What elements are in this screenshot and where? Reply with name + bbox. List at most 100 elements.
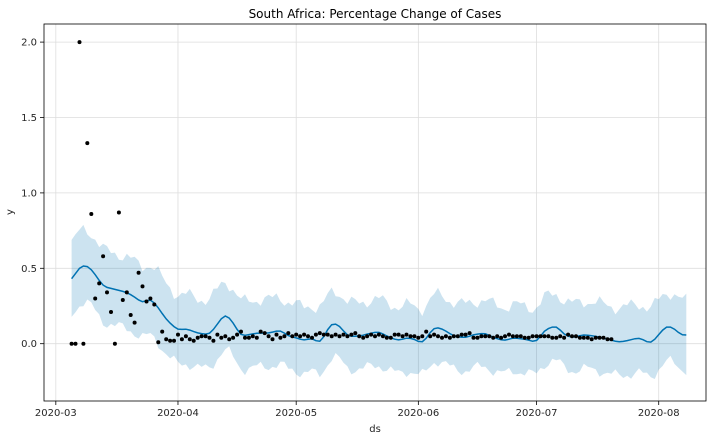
data-point (313, 332, 318, 337)
data-point (483, 334, 488, 339)
data-point (361, 335, 366, 340)
data-point (408, 334, 413, 339)
data-point (420, 334, 425, 339)
data-point (97, 281, 102, 286)
data-point (179, 337, 184, 342)
data-point (132, 320, 137, 325)
data-point (562, 335, 567, 340)
data-point (329, 334, 334, 339)
data-point (542, 334, 547, 339)
data-point (282, 334, 287, 339)
data-point (404, 332, 409, 337)
data-point (392, 332, 397, 337)
y-tick-label: 0.0 (21, 339, 37, 350)
data-point (510, 334, 515, 339)
data-point (432, 332, 437, 337)
data-point (223, 334, 228, 339)
data-point (436, 334, 440, 339)
data-point (73, 341, 78, 346)
data-point (388, 335, 393, 340)
data-point (530, 334, 535, 339)
data-point (577, 335, 582, 340)
data-point (89, 212, 94, 216)
data-point (585, 335, 590, 340)
data-point (353, 331, 358, 336)
data-point (254, 335, 259, 340)
forecast-line (71, 265, 687, 343)
data-point (400, 334, 405, 339)
data-point (349, 332, 354, 337)
data-point (168, 338, 173, 343)
data-point (550, 335, 555, 340)
x-tick-label: 2020-06 (397, 408, 439, 419)
data-point (128, 313, 133, 317)
data-point (183, 334, 188, 339)
data-point (475, 335, 480, 340)
data-point (199, 334, 204, 339)
data-point (144, 299, 149, 304)
data-point (302, 332, 307, 337)
data-point (538, 334, 543, 339)
data-point (396, 332, 401, 337)
data-point (369, 332, 374, 337)
data-point (258, 329, 263, 334)
data-point (365, 334, 370, 339)
data-point (243, 335, 247, 340)
data-point (172, 338, 176, 343)
data-point (215, 332, 220, 337)
data-point (479, 334, 484, 339)
plot-frame (43, 23, 707, 402)
data-point (160, 329, 165, 334)
data-point (376, 332, 381, 337)
data-point (380, 334, 385, 339)
data-point (270, 337, 275, 342)
data-point (499, 335, 504, 340)
data-point (294, 332, 299, 337)
observation-points (69, 40, 614, 346)
data-point (455, 334, 460, 339)
data-point (77, 40, 82, 45)
data-point (566, 332, 571, 337)
data-point (112, 341, 117, 346)
data-point (266, 334, 271, 339)
data-point (447, 335, 452, 340)
data-point (424, 329, 429, 334)
data-point (341, 332, 346, 337)
x-tick-label: 2020-08 (638, 408, 680, 419)
data-point (310, 335, 314, 340)
data-point (601, 335, 606, 340)
y-tick-label: 0.5 (21, 264, 37, 275)
data-point (463, 332, 468, 337)
data-point (451, 334, 456, 339)
data-point (187, 337, 192, 342)
forecast-line-group (71, 265, 687, 343)
data-point (558, 334, 563, 339)
data-point (597, 335, 602, 340)
data-point (503, 334, 507, 339)
data-point (219, 335, 224, 340)
data-point (609, 337, 614, 342)
data-point (487, 334, 492, 339)
x-tick-label: 2020-07 (516, 408, 558, 419)
data-point (440, 335, 444, 340)
data-point (522, 335, 527, 340)
data-point (333, 332, 338, 337)
data-point (69, 341, 74, 346)
data-point (345, 334, 350, 339)
data-point (120, 298, 125, 302)
data-point (109, 310, 113, 314)
data-point (140, 284, 145, 289)
x-axis-label: ds (369, 424, 381, 435)
data-point (605, 337, 610, 342)
chart-title: South Africa: Percentage Change of Cases (249, 7, 502, 21)
data-point (148, 296, 153, 301)
data-point (85, 141, 90, 146)
data-point (373, 334, 377, 339)
data-point (514, 334, 519, 339)
data-point (250, 334, 255, 339)
data-point (412, 334, 417, 339)
data-point (459, 332, 464, 337)
y-axis-ticks: 0.0 0.5 1.0 1.5 2.0 (21, 38, 44, 350)
data-point (274, 332, 279, 337)
data-point (593, 335, 598, 340)
